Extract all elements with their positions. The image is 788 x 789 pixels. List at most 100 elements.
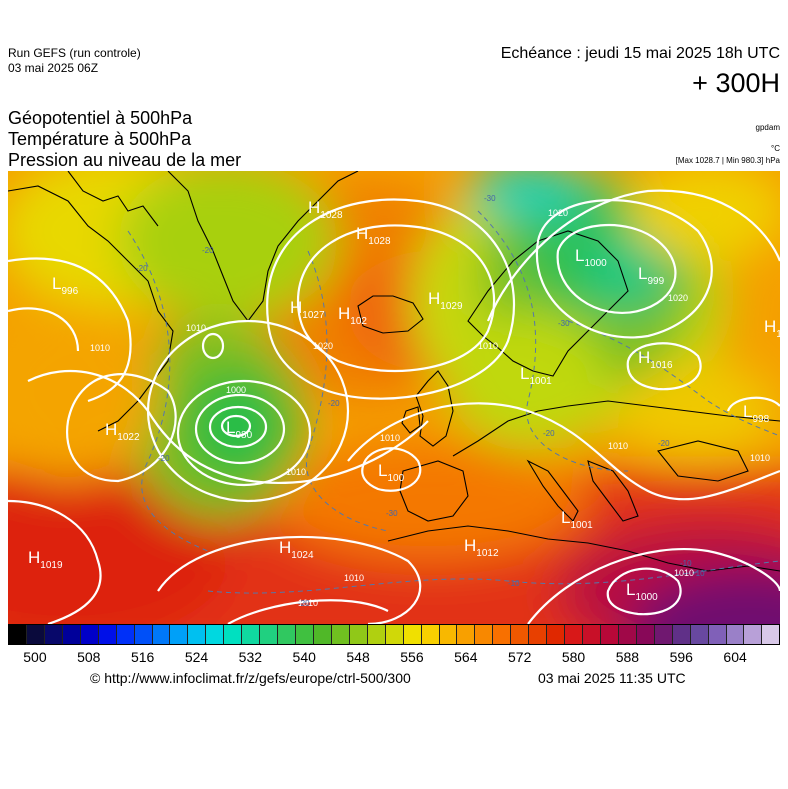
colorbar-swatch xyxy=(475,625,494,644)
colorbar-tick-label: 524 xyxy=(184,649,209,665)
lead-time: + 300H xyxy=(692,68,780,98)
isobar-low-980-1 xyxy=(208,405,268,449)
colorbar-swatch xyxy=(296,625,314,644)
colorbar-swatch xyxy=(242,625,261,644)
isobar-label: 1010 xyxy=(186,323,206,333)
colorbar-swatch xyxy=(278,625,296,644)
isobar-low-1000-north-2 xyxy=(535,199,713,339)
high-pressure-center: H1022 xyxy=(105,420,140,443)
coastline-italy xyxy=(526,459,579,522)
isobar-label: 1010 xyxy=(286,467,306,477)
colorbar-swatch xyxy=(618,625,637,644)
colorbar-swatch xyxy=(80,625,99,644)
colorbar-tick-label: 580 xyxy=(561,649,586,665)
colorbar-tick-label: 508 xyxy=(77,649,101,665)
colorbar-swatch xyxy=(260,625,279,644)
low-pressure-center: L1000 xyxy=(626,580,658,603)
isobar-high-1016 xyxy=(626,342,702,391)
isotherm-label: -30 xyxy=(484,194,496,203)
coastline-iceland xyxy=(357,295,424,334)
colorbar-swatch xyxy=(9,625,27,644)
colorbar-tick-label: 604 xyxy=(723,649,747,665)
isobars xyxy=(8,189,780,624)
high-pressure-center: H1027 xyxy=(290,298,325,321)
isobar-low-1000-east xyxy=(606,567,682,616)
source-link[interactable]: © http://www.infoclimat.fr/z/gefs/europe… xyxy=(90,670,411,686)
colorbar-tick-label: 572 xyxy=(507,649,532,665)
high-pressure-center: H1016 xyxy=(638,348,673,371)
pressure-centers: H1028 H1028 H1029 H1027 H102 L996 L980 H1022 L10… xyxy=(28,198,780,603)
unit-pressure-range: [Max 1028.7 | Min 980.3] hPa xyxy=(675,156,780,165)
colorbar-swatch xyxy=(224,625,243,644)
colorbar-swatch xyxy=(439,625,458,644)
isobar-1010-south-east xyxy=(527,547,780,624)
colorbar-swatch xyxy=(385,625,404,644)
coastline-ireland xyxy=(401,406,421,434)
high-pressure-center: H1024 xyxy=(279,538,314,561)
isobar-high-1024 xyxy=(157,535,422,624)
generation-timestamp: 03 mai 2025 11:35 UTC xyxy=(538,670,686,686)
coastline-balkans xyxy=(587,460,639,522)
weather-map: H1028 H1028 H1029 H1027 H102 L996 L980 H1022 L10… xyxy=(8,171,780,624)
isobar-low-980-2 xyxy=(194,393,286,465)
isotherm-line xyxy=(477,210,629,472)
isotherm-line xyxy=(567,320,780,437)
high-pressure-center: H102 xyxy=(338,304,367,327)
colorbar-swatch xyxy=(170,625,189,644)
isotherm-label: -10 xyxy=(680,559,692,568)
isobar-small-loop xyxy=(201,332,225,360)
valid-time: Echéance : jeudi 15 mai 2025 18h UTC xyxy=(500,45,780,62)
isobar-west-2 xyxy=(8,307,80,352)
isobar-label: 1010 xyxy=(750,453,770,463)
coastlines xyxy=(8,171,780,572)
isobar-label: 1010 xyxy=(380,433,400,443)
low-pressure-center: L996 xyxy=(52,274,79,297)
isobar-low-1000-north xyxy=(556,223,677,314)
run-date: 03 mai 2025 06Z xyxy=(8,61,99,75)
low-pressure-center: L999 xyxy=(638,264,665,287)
high-pressure-center: H10 xyxy=(764,317,780,340)
isotherm-label: -20 xyxy=(658,439,670,448)
isobar-low-998 xyxy=(726,396,780,412)
isobar-low-980-3 xyxy=(176,379,312,487)
colorbar-swatch xyxy=(26,625,45,644)
high-pressure-center: H1029 xyxy=(428,289,463,312)
colorbar-swatch xyxy=(134,625,153,644)
coastline-europe xyxy=(452,400,780,457)
isobar-label: 1020 xyxy=(313,341,333,351)
coastline-canada xyxy=(8,185,174,432)
colorbar-tick-label: 564 xyxy=(454,649,478,665)
isobar-label: 1020 xyxy=(548,208,568,218)
coastline-north-africa xyxy=(387,525,780,572)
isotherm-line xyxy=(306,250,389,532)
isotherm-line xyxy=(207,560,780,594)
colorbar-tick-label: 516 xyxy=(130,649,155,665)
colorbar-tick-label: 548 xyxy=(346,649,370,665)
colorbar-swatch xyxy=(152,625,171,644)
isobar-high-1019 xyxy=(8,499,102,624)
colorbar-tick-label: 588 xyxy=(615,649,640,665)
low-pressure-center: L1001 xyxy=(520,364,552,387)
isotherm-label: -20 xyxy=(202,246,214,255)
coastline-iberia xyxy=(399,460,469,522)
isotherms xyxy=(127,210,780,594)
high-pressure-center: H1012 xyxy=(464,536,499,559)
colorbar-swatch xyxy=(349,625,368,644)
param-temperature: Température à 500hPa xyxy=(8,129,192,149)
high-pressure-center: H1028 xyxy=(308,198,343,221)
isobar-label: 1010 xyxy=(344,573,364,583)
isobar-label: 1010 xyxy=(608,441,628,451)
isobar-high-1028-outer xyxy=(266,198,516,400)
isobar-label: 1010 xyxy=(298,598,318,608)
unit-geopotential: gpdam xyxy=(755,123,780,132)
isobar-label: 1000 xyxy=(226,385,246,395)
colorbar xyxy=(8,624,780,645)
colorbar-tick-label: 596 xyxy=(669,649,693,665)
colorbar-swatch xyxy=(583,625,601,644)
colorbar-swatch xyxy=(547,625,566,644)
isotherm-label: -30 xyxy=(386,509,398,518)
colorbar-swatch xyxy=(672,625,691,644)
isobar-label: 1010 xyxy=(478,341,498,351)
param-pressure: Pression au niveau de la mer xyxy=(8,150,242,170)
isobar-1010-europe xyxy=(347,402,780,501)
